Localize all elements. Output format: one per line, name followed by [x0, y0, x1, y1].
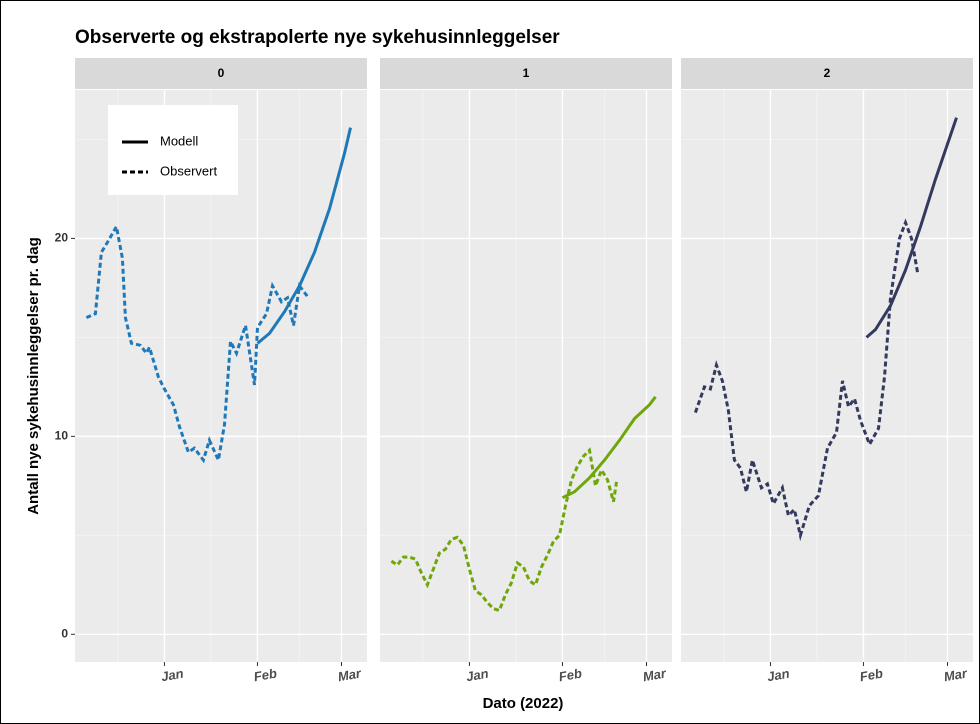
- legend-label: Observert: [160, 163, 217, 178]
- legend-label: Modell: [160, 133, 198, 148]
- series-line: [85, 222, 310, 466]
- x-axis-label: Dato (2022): [483, 695, 564, 712]
- series-line: [561, 395, 657, 500]
- facet-label: 2: [824, 66, 831, 80]
- x-tick-label: Mar: [642, 665, 668, 684]
- strip: [681, 58, 973, 89]
- series-line: [693, 218, 919, 542]
- x-tick-label: Mar: [337, 665, 363, 684]
- facet-label: 1: [523, 66, 530, 80]
- x-tick-label: Jan: [160, 666, 185, 685]
- y-tick-label: 10: [55, 429, 69, 443]
- legend-box: [108, 105, 238, 195]
- strip: [75, 58, 367, 89]
- x-tick-label: Jan: [465, 666, 490, 685]
- y-tick-label: 20: [55, 231, 69, 245]
- x-tick-label: Feb: [253, 666, 278, 685]
- x-tick-label: Feb: [859, 666, 884, 685]
- strip: [380, 58, 672, 89]
- y-tick-label: 0: [61, 626, 68, 640]
- x-tick-label: Jan: [766, 666, 791, 685]
- series-line: [256, 127, 352, 345]
- y-axis-label: Antall nye sykehusinnleggelser pr. dag: [25, 237, 42, 515]
- panel: [380, 90, 672, 662]
- chart-title: Observerte og ekstrapolerte nye sykehusi…: [75, 27, 560, 48]
- panel: [681, 90, 973, 662]
- series-line: [865, 117, 958, 339]
- facet-label: 0: [218, 66, 225, 80]
- x-tick-label: Feb: [558, 666, 583, 685]
- x-tick-label: Mar: [943, 665, 969, 684]
